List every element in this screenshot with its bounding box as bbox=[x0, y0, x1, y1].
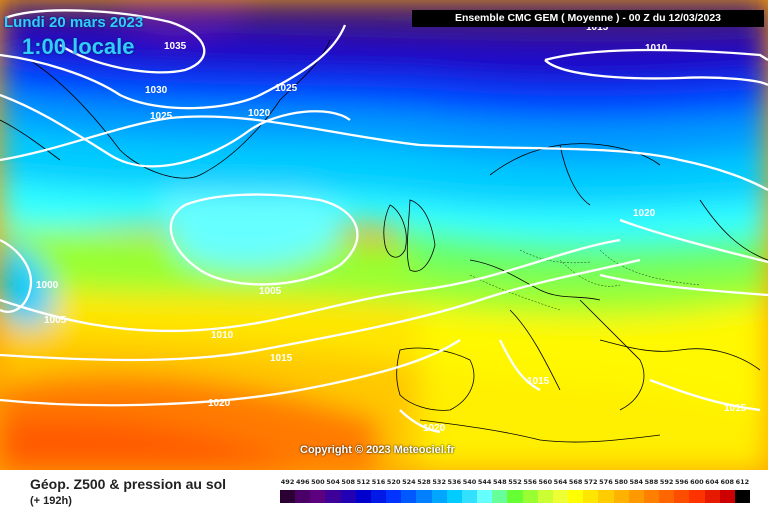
scale-swatch bbox=[492, 490, 508, 503]
isobar-label: 1015 bbox=[270, 353, 293, 364]
scale-label: 576 bbox=[599, 478, 613, 486]
scale-label: 548 bbox=[493, 478, 507, 486]
scale-label: 536 bbox=[447, 478, 462, 486]
scale-label: 528 bbox=[417, 478, 431, 486]
scale-swatch bbox=[325, 490, 342, 503]
scale-swatch bbox=[477, 490, 493, 503]
scale-label: 532 bbox=[432, 478, 446, 486]
isobar-label: 1015 bbox=[527, 376, 550, 387]
scale-swatch bbox=[401, 490, 417, 503]
scale-swatch bbox=[704, 490, 721, 503]
scale-swatch bbox=[310, 490, 326, 503]
scale-swatch bbox=[340, 490, 357, 503]
scale-label: 496 bbox=[295, 478, 310, 486]
isobar-label: 1025 bbox=[150, 111, 173, 122]
scale-label: 588 bbox=[644, 478, 659, 486]
scale-swatch bbox=[552, 490, 569, 503]
scale-label: 500 bbox=[311, 478, 325, 486]
scale-label: 516 bbox=[371, 478, 386, 486]
scale-label: 556 bbox=[523, 478, 537, 486]
scale-swatch bbox=[613, 490, 630, 503]
scale-label: 540 bbox=[462, 478, 477, 486]
scale-label: 504 bbox=[326, 478, 340, 486]
scale-label: 612 bbox=[735, 478, 750, 486]
map-canvas: 1035 1030 1025 1025 1020 1020 1010 1010 … bbox=[0, 0, 768, 470]
isobars bbox=[0, 9, 768, 434]
scale-swatch bbox=[416, 490, 433, 503]
isobar-label: 1020 bbox=[248, 108, 271, 119]
scale-label: 520 bbox=[386, 478, 401, 486]
color-scale: 492 496 500 504 508 512 516 520 524 528 532 536 540 5… bbox=[280, 478, 751, 503]
scale-label: 596 bbox=[674, 478, 689, 486]
isobar-label: 1030 bbox=[145, 85, 168, 96]
scale-label: 560 bbox=[538, 478, 553, 486]
scale-label: 552 bbox=[508, 478, 522, 486]
forecast-time: 1:00 locale bbox=[22, 34, 135, 59]
map-product-title: Géop. Z500 & pression au sol bbox=[30, 476, 227, 492]
scale-swatch bbox=[537, 490, 554, 503]
scale-label: 492 bbox=[280, 478, 295, 486]
scale-label: 592 bbox=[659, 478, 674, 486]
scale-swatch bbox=[461, 490, 478, 503]
scale-swatch bbox=[507, 490, 524, 503]
isobar-label: 1020 bbox=[208, 398, 231, 409]
scale-label: 508 bbox=[341, 478, 356, 486]
scale-label: 580 bbox=[614, 478, 628, 486]
forecast-date: Lundi 20 mars 2023 bbox=[4, 14, 144, 31]
isobar-labels: 1035 1030 1025 1025 1020 1020 1010 1010 … bbox=[36, 22, 747, 434]
scale-swatch bbox=[583, 490, 599, 503]
scale-swatch bbox=[674, 490, 690, 503]
copyright-notice: Copyright © 2023 Meteociel.fr bbox=[300, 444, 455, 456]
scale-label: 512 bbox=[356, 478, 371, 486]
scale-swatch bbox=[628, 490, 645, 503]
scale-swatch bbox=[355, 490, 372, 503]
scale-swatch bbox=[719, 490, 736, 503]
model-run-banner: Ensemble CMC GEM ( Moyenne ) - 00 Z du 1… bbox=[412, 10, 764, 27]
scale-label: 600 bbox=[690, 478, 704, 486]
scale-label: 564 bbox=[553, 478, 568, 486]
scale-swatch bbox=[295, 490, 311, 503]
scale-swatch bbox=[643, 490, 660, 503]
scale-label: 584 bbox=[629, 478, 644, 486]
scale-swatch bbox=[659, 490, 675, 503]
scale-swatch bbox=[689, 490, 705, 503]
isobar-label: 1020 bbox=[633, 208, 656, 219]
scale-swatch bbox=[431, 490, 448, 503]
forecast-lead-time: (+ 192h) bbox=[30, 495, 72, 507]
isobar-label: 1005 bbox=[44, 315, 67, 326]
isobar-label: 1010 bbox=[645, 43, 668, 54]
weather-map: 1035 1030 1025 1025 1020 1020 1010 1010 … bbox=[0, 0, 768, 470]
borders bbox=[469, 249, 701, 311]
isobar-label: 1035 bbox=[164, 41, 187, 52]
isobar-label: 1015 bbox=[724, 403, 747, 414]
scale-swatch bbox=[386, 490, 402, 503]
scale-swatch bbox=[568, 490, 584, 503]
isobar-label: 1015 bbox=[586, 22, 609, 33]
geopotential-field bbox=[0, 0, 768, 470]
scale-label: 572 bbox=[584, 478, 598, 486]
isobar-label: 1020 bbox=[423, 423, 446, 434]
isobar-label: 1000 bbox=[36, 280, 59, 291]
scale-label: 524 bbox=[402, 478, 416, 486]
scale-label: 604 bbox=[705, 478, 719, 486]
scale-swatch bbox=[522, 490, 539, 503]
scale-swatch bbox=[370, 490, 387, 503]
scale-label: 568 bbox=[568, 478, 583, 486]
scale-label: 544 bbox=[477, 478, 492, 486]
scale-swatch bbox=[280, 490, 296, 503]
scale-swatch bbox=[598, 490, 615, 503]
isobar-label: 1025 bbox=[275, 83, 298, 94]
isobar-label: 1010 bbox=[211, 330, 234, 341]
scale-swatch bbox=[734, 490, 751, 503]
scale-label: 608 bbox=[720, 478, 735, 486]
isobar-label: 1005 bbox=[259, 286, 282, 297]
scale-swatch bbox=[446, 490, 463, 503]
